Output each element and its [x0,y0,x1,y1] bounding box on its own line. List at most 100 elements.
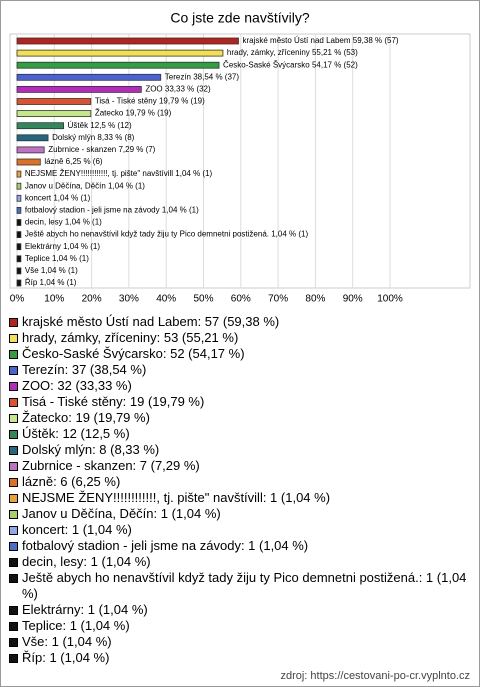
legend-label: Žatecko: 19 (19,79 %) [22,410,150,425]
bar [16,158,41,166]
legend-item: Česko-Saské Švýcarsko: 52 (54,17 %) [9,346,471,362]
bar [16,49,224,57]
legend-item: Tisá - Tiské stěny: 19 (19,79 %) [9,394,471,410]
bar-label: Dolský mlýn 8,33 % (8) [52,133,135,142]
legend-label: Dolský mlýn: 8 (8,33 %) [22,442,160,457]
bar-label: Ještě abych ho nenavštívil když tady žij… [25,230,309,239]
bar-label: Česko-Saské Švýcarsko 54,17 % (52) [223,60,358,69]
bar [16,122,65,130]
legend-swatch [9,462,18,471]
legend-label: Elektrárny: 1 (1,04 %) [22,602,148,617]
legend-label: Janov u Děčína, Děčín: 1 (1,04 %) [22,506,221,521]
legend-label: Ještě abych ho nenavštívil když tady žij… [22,570,467,601]
x-tick-label: 50% [193,294,213,305]
legend-label: Říp: 1 (1,04 %) [22,650,110,665]
legend-swatch [9,478,18,487]
bar-label: ZOO 33,33 % (32) [145,85,211,94]
bar [16,37,239,45]
legend-item: Ještě abych ho nenavštívil když tady žij… [9,570,471,602]
legend-item: lázně: 6 (6,25 %) [9,474,471,490]
legend-label: decin, lesy: 1 (1,04 %) [22,554,151,569]
legend-label: Česko-Saské Švýcarsko: 52 (54,17 %) [22,346,245,361]
legend-swatch [9,334,18,343]
legend-item: Zubrnice - skanzen: 7 (7,29 %) [9,458,471,474]
bar-label: Terezín 38,54 % (37) [165,72,240,81]
legend-item: koncert: 1 (1,04 %) [9,522,471,538]
bar [16,146,45,154]
x-tick-label: 90% [343,294,363,305]
legend-item: Terezín: 37 (38,54 %) [9,362,471,378]
bar [16,134,49,142]
bar [16,98,92,105]
legend-swatch [9,542,18,551]
legend-swatch [9,654,18,663]
legend-label: krajské město Ústí nad Labem: 57 (59,38 … [22,314,280,329]
x-tick-label: 80% [305,294,325,305]
legend-swatch [9,622,18,631]
bar [16,182,22,190]
legend-swatch [9,446,18,455]
legend-item: Janov u Děčína, Děčín: 1 (1,04 %) [9,506,471,522]
legend-swatch [9,382,18,391]
legend: krajské město Ústí nad Labem: 57 (59,38 … [9,314,471,666]
legend-item: Teplice: 1 (1,04 %) [9,618,471,634]
legend-swatch [9,430,18,439]
bar [16,206,22,214]
bar-label: Vše 1,04 % (1) [25,266,78,275]
bar-label: Úštěk 12,5 % (12) [68,121,132,130]
legend-item: Elektrárny: 1 (1,04 %) [9,602,471,618]
legend-item: ZOO: 32 (33,33 %) [9,378,471,394]
legend-label: Vše: 1 (1,04 %) [22,634,112,649]
source: zdroj: https://cestovani-po-cr.vyplnto.c… [280,670,470,682]
x-tick-label: 100% [377,294,403,305]
bar [16,194,22,202]
bar-label: Teplice 1,04 % (1) [25,254,89,263]
bar-label: Zubrnice - skanzen 7,29 % (7) [48,145,155,154]
legend-swatch [9,414,18,423]
x-tick-label: 30% [119,294,139,305]
bar [16,61,220,69]
legend-label: Tisá - Tiské stěny: 19 (19,79 %) [22,394,205,409]
bar-label: koncert 1,04 % (1) [25,193,91,202]
legend-item: NEJSME ŽENY!!!!!!!!!!!!, tj. pište" navš… [9,490,471,506]
bar [16,219,22,226]
legend-item: krajské město Ústí nad Labem: 57 (59,38 … [9,314,471,330]
bar [16,73,162,81]
legend-label: Teplice: 1 (1,04 %) [22,618,130,633]
legend-label: fotbalový stadion - jeli jsme na závody:… [22,538,309,553]
legend-label: lázně: 6 (6,25 %) [22,474,121,489]
legend-swatch [9,494,18,503]
legend-swatch [9,366,18,375]
legend-item: Vše: 1 (1,04 %) [9,634,471,650]
x-tick-label: 0% [10,294,25,305]
bar-label: krajské město Ústí nad Labem 59,38 % (57… [242,36,398,45]
legend-swatch [9,398,18,407]
bar [16,110,92,117]
plot-frame [9,33,471,289]
x-tick-label: 40% [156,294,176,305]
legend-label: Úštěk: 12 (12,5 %) [22,426,130,441]
x-tick-label: 10% [44,294,64,305]
legend-swatch [9,558,18,567]
legend-item: Žatecko: 19 (19,79 %) [9,410,471,426]
bar-label: Elektrárny 1,04 % (1) [25,242,100,251]
bar-label: NEJSME ŽENY!!!!!!!!!!!!, tj. pište" navš… [25,169,213,178]
bar-label: hrady, zámky, zříceniny 55,21 % (53) [227,48,358,57]
chart-title: Co jste zde navštívily? [170,10,309,26]
x-tick-label: 20% [82,294,102,305]
legend-item: decin, lesy: 1 (1,04 %) [9,554,471,570]
legend-swatch [9,526,18,535]
bar-label: lázně 6,25 % (6) [44,157,103,166]
legend-item: Dolský mlýn: 8 (8,33 %) [9,442,471,458]
legend-swatch [9,574,18,583]
bar [16,170,22,178]
legend-label: Zubrnice - skanzen: 7 (7,29 %) [22,458,200,473]
legend-swatch [9,510,18,519]
legend-swatch [9,638,18,647]
bar [16,231,22,239]
bar-label: Janov u Děčína, Děčín 1,04 % (1) [25,181,145,190]
bar-label: fotbalový stadion - jeli jsme na závody … [25,206,199,215]
x-tick-label: 60% [231,294,251,305]
legend-item: Říp: 1 (1,04 %) [9,650,471,666]
